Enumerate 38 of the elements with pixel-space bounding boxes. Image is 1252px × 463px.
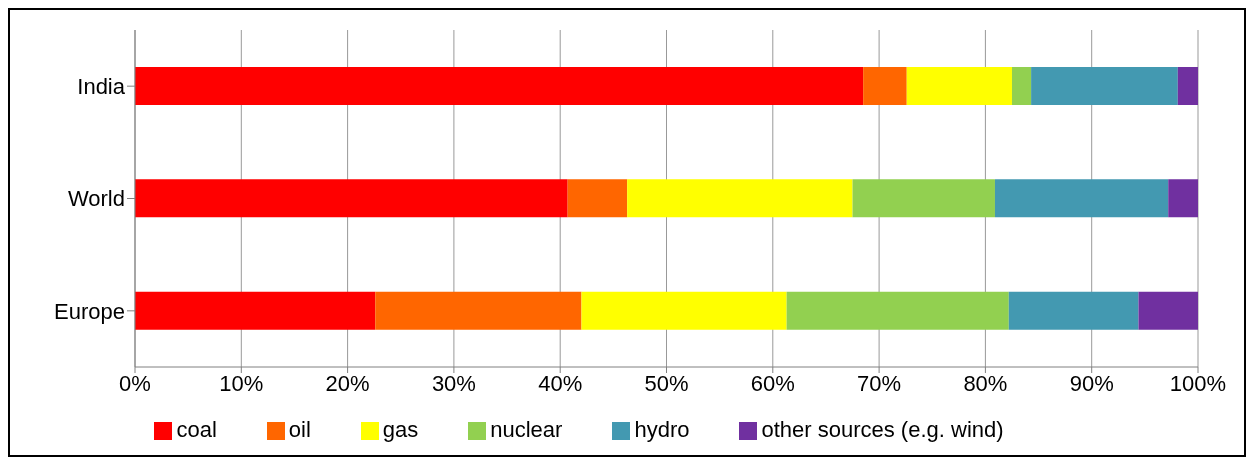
legend-label: other sources (e.g. wind): [761, 417, 1004, 442]
bar: [627, 179, 853, 218]
x-tick-label: 0%: [119, 370, 151, 396]
bar: [906, 67, 1012, 105]
bar: [852, 179, 995, 218]
y-tick-label: Europe: [54, 298, 125, 324]
bar: [1168, 179, 1198, 218]
x-tick-label: 20%: [325, 370, 370, 396]
bar: [1031, 67, 1178, 105]
bar: [567, 179, 628, 218]
bar: [863, 67, 907, 105]
x-tick-label: 80%: [963, 370, 1008, 396]
legend-label: oil: [288, 417, 311, 442]
bar: [994, 179, 1169, 218]
legend-label: gas: [382, 417, 419, 442]
x-tick-label: 90%: [1069, 370, 1114, 396]
bar: [1011, 67, 1032, 105]
bar: [786, 291, 1009, 330]
x-tick-label: 30%: [431, 370, 476, 396]
legend-label: hydro: [634, 417, 690, 442]
bar: [1177, 67, 1198, 105]
x-tick-label: 50%: [644, 370, 689, 396]
x-tick-label: 60%: [750, 370, 795, 396]
bar: [135, 67, 864, 105]
bar: [1008, 291, 1139, 330]
legend-label: nuclear: [490, 417, 563, 442]
bar: [581, 291, 787, 330]
y-tick-label: India: [77, 73, 126, 99]
x-tick-label: 10%: [219, 370, 264, 396]
x-tick-label: 40%: [538, 370, 583, 396]
x-tick-label: 100%: [1169, 370, 1227, 396]
bar: [1138, 291, 1198, 330]
legend-label: coal: [176, 417, 217, 442]
y-tick-label: World: [67, 186, 125, 212]
x-tick-label: 70%: [857, 370, 902, 396]
bar: [135, 291, 376, 330]
bar: [375, 291, 582, 330]
bar: [135, 179, 568, 218]
